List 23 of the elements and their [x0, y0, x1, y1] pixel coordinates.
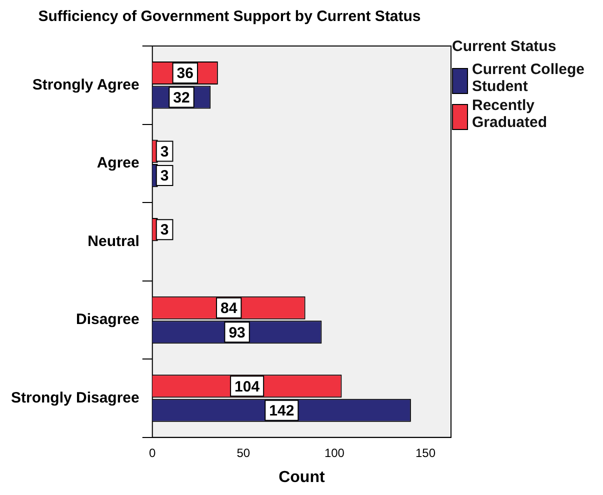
data-label: 93 — [228, 324, 246, 342]
data-label: 3 — [160, 168, 169, 185]
chart-title: Sufficiency of Government Support by Current Status — [38, 8, 421, 26]
data-label: 3 — [160, 222, 169, 239]
data-label: 32 — [173, 89, 190, 106]
y-tick-label: Disagree — [76, 311, 140, 328]
data-label: 36 — [176, 65, 194, 82]
y-tick-label: Agree — [96, 154, 140, 172]
legend-label: Recently Graduated — [472, 97, 548, 131]
legend-title: Current Status — [452, 38, 558, 55]
data-label: 3 — [160, 143, 169, 160]
data-label: 142 — [269, 402, 294, 420]
x-tick-label: 0 — [149, 446, 156, 460]
data-label: 104 — [234, 378, 260, 396]
x-tick-label: 50 — [236, 446, 250, 460]
y-tick-label: Neutral — [88, 232, 140, 250]
x-tick-label: 100 — [324, 446, 345, 460]
y-tick-label: Strongly Agree — [32, 76, 140, 94]
data-label: 84 — [220, 300, 238, 317]
x-axis-title: Count — [278, 468, 326, 486]
y-tick-label: Strongly Disagree — [10, 389, 140, 406]
legend-label: Current College Student — [472, 61, 586, 95]
x-tick-label: 150 — [415, 446, 436, 460]
